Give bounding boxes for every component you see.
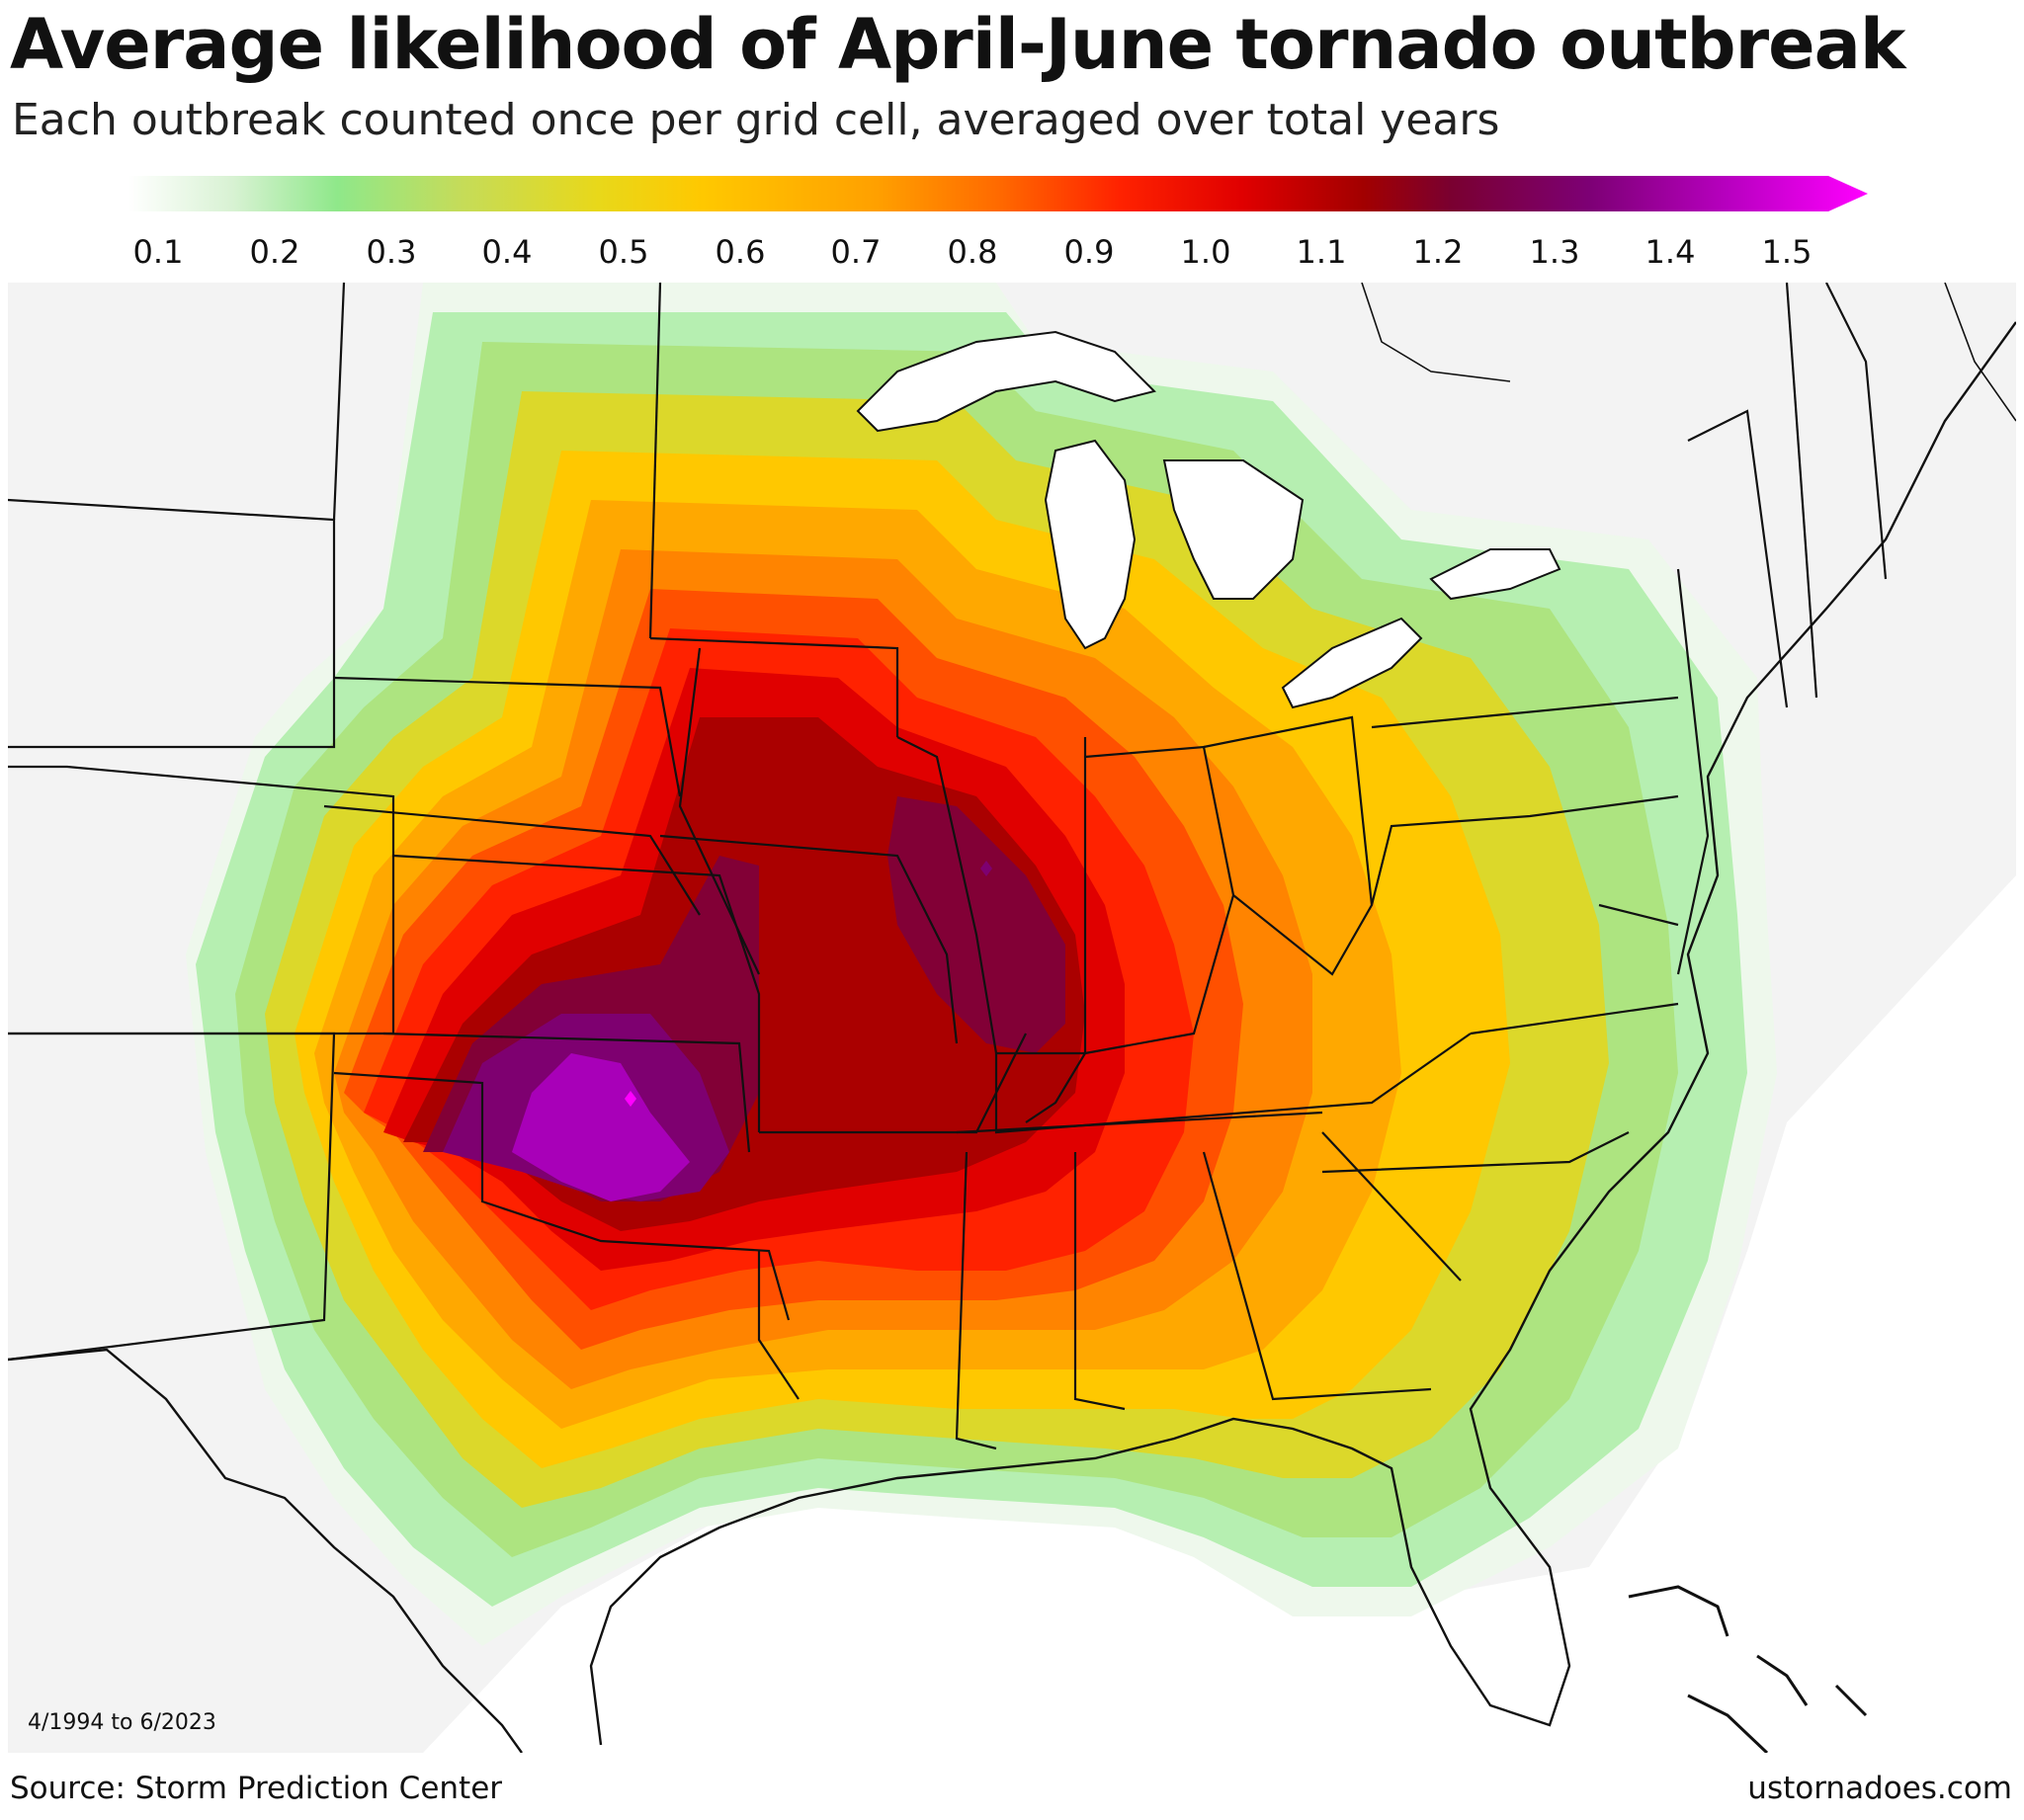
coastline [8,321,2016,1753]
lake-michigan [1044,439,1137,650]
scale-gradient [128,176,1868,211]
tornado-likelihood-map: 4/1994 to 6/2023 [8,283,2016,1753]
legend-tick: 1.2 [1412,233,1464,271]
legend-tick: 0.3 [366,233,417,271]
legend-tick: 1.0 [1180,233,1231,271]
legend-tick: 0.6 [715,233,766,271]
country-borders [1361,283,2016,422]
legend-tick: 0.8 [947,233,998,271]
lake-erie [1281,617,1423,709]
source-credit: Source: Storm Prediction Center [10,1771,503,1806]
lake-superior [856,330,1156,433]
legend-tick: 0.2 [249,233,300,271]
site-credit: ustornadoes.com [1747,1771,2012,1806]
legend-tick: 1.1 [1296,233,1347,271]
lake-huron [1162,459,1305,600]
legend-tick: 1.5 [1761,233,1813,271]
legend-tick: 0.7 [830,233,882,271]
date-range-label: 4/1994 to 6/2023 [28,1710,216,1735]
legend-tick: 1.4 [1644,233,1696,271]
atlantic-water [1372,875,2016,1753]
map-subtitle: Each outbreak counted once per grid cell… [12,95,1500,145]
legend-tick: 0.5 [598,233,649,271]
map-title: Average likelihood of April-June tornado… [10,4,1905,85]
color-scale-bar [128,176,1868,211]
color-scale-legend: 0.1 0.2 0.3 0.4 0.5 0.6 0.7 0.8 0.9 1.0 … [128,174,1868,273]
legend-tick: 0.1 [132,233,184,271]
caribbean-islands [1628,1585,1868,1753]
secondary-peak [980,861,992,876]
contour-1.4 [512,1053,690,1201]
legend-tick: 1.3 [1529,233,1580,271]
state-borders [8,283,1888,1450]
legend-tick: 0.4 [481,233,533,271]
contour-1.5-peak [625,1091,636,1107]
legend-tick: 0.9 [1063,233,1115,271]
gulf-water [423,1488,1372,1753]
map-canvas [8,283,2016,1753]
lake-ontario [1429,548,1561,601]
contour-1.2b [887,796,1065,1053]
